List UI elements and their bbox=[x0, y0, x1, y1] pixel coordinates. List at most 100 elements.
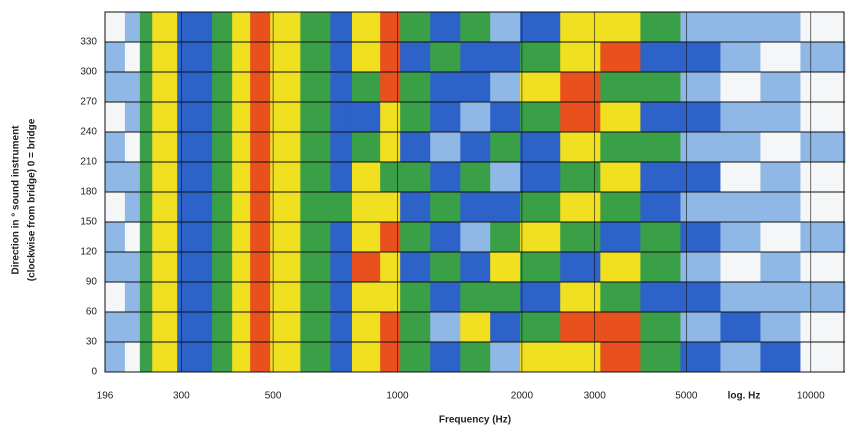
heat-cell bbox=[232, 12, 251, 43]
heat-cell bbox=[380, 42, 401, 73]
heat-cell bbox=[152, 252, 178, 283]
heat-cell bbox=[139, 42, 153, 73]
heat-cell bbox=[460, 42, 491, 73]
heat-cell bbox=[250, 282, 271, 313]
heat-cell bbox=[640, 12, 681, 43]
heat-cell bbox=[560, 252, 601, 283]
heat-cell bbox=[680, 282, 721, 313]
heat-cell bbox=[330, 132, 353, 163]
heat-cell bbox=[800, 102, 846, 133]
heat-cell bbox=[640, 342, 681, 373]
heat-cell bbox=[380, 312, 401, 343]
heat-cell bbox=[105, 192, 126, 223]
heat-cell bbox=[351, 72, 381, 103]
heat-cell bbox=[400, 222, 431, 253]
heat-cell bbox=[600, 222, 641, 253]
plot-frame bbox=[104, 11, 845, 373]
heat-cell bbox=[680, 42, 721, 73]
heat-cell bbox=[400, 72, 431, 103]
heat-cell bbox=[270, 12, 301, 43]
heat-cell bbox=[139, 192, 153, 223]
heat-cell bbox=[720, 12, 761, 43]
heat-cell bbox=[177, 162, 213, 193]
heat-cell bbox=[400, 312, 431, 343]
heat-cell bbox=[212, 12, 233, 43]
heat-cell bbox=[270, 252, 301, 283]
heat-cell bbox=[380, 162, 401, 193]
heat-cell bbox=[720, 132, 761, 163]
heat-cell bbox=[270, 312, 301, 343]
heat-cell bbox=[232, 282, 251, 313]
heat-cell bbox=[760, 252, 801, 283]
heat-cell bbox=[351, 342, 381, 373]
heat-cell bbox=[560, 282, 601, 313]
heat-cell bbox=[139, 102, 153, 133]
heat-cell bbox=[232, 192, 251, 223]
heat-cell bbox=[760, 222, 801, 253]
heat-cell bbox=[152, 162, 178, 193]
x-tick-label: 500 bbox=[265, 391, 282, 402]
heat-cell bbox=[520, 72, 561, 103]
heat-cell bbox=[640, 102, 681, 133]
heat-cell bbox=[600, 342, 641, 373]
heat-cell bbox=[460, 312, 491, 343]
heat-cell bbox=[520, 342, 561, 373]
y-axis-label: Direction in ° sound instrument bbox=[11, 125, 22, 275]
heat-cell bbox=[105, 342, 126, 373]
heat-cell bbox=[232, 162, 251, 193]
heat-cell bbox=[270, 162, 301, 193]
y-tick-label: 120 bbox=[80, 247, 97, 258]
heat-cell bbox=[351, 12, 381, 43]
heat-cell bbox=[124, 12, 141, 43]
heat-cell bbox=[380, 222, 401, 253]
heat-cell bbox=[139, 72, 153, 103]
heat-cell bbox=[300, 312, 331, 343]
heat-cell bbox=[152, 222, 178, 253]
heat-cell bbox=[460, 72, 491, 103]
heat-cell bbox=[490, 12, 521, 43]
heat-cell bbox=[680, 162, 721, 193]
heat-cell bbox=[560, 222, 601, 253]
heat-cell bbox=[800, 282, 846, 313]
heat-cell bbox=[124, 132, 141, 163]
heat-cell bbox=[720, 42, 761, 73]
heat-cell bbox=[330, 42, 353, 73]
heat-cell bbox=[177, 282, 213, 313]
heat-cell bbox=[430, 252, 461, 283]
heat-cell bbox=[300, 252, 331, 283]
heat-cell bbox=[720, 222, 761, 253]
heat-cell bbox=[351, 162, 381, 193]
heat-cell bbox=[300, 162, 331, 193]
heat-cell bbox=[430, 102, 461, 133]
heat-cell bbox=[520, 252, 561, 283]
heat-cell bbox=[460, 162, 491, 193]
y-tick-label: 330 bbox=[80, 37, 97, 48]
heat-cell bbox=[640, 192, 681, 223]
heat-cell bbox=[300, 342, 331, 373]
heat-cell bbox=[152, 42, 178, 73]
heat-cell bbox=[139, 312, 153, 343]
heat-cell bbox=[152, 132, 178, 163]
heat-cell bbox=[760, 192, 801, 223]
heat-cell bbox=[760, 42, 801, 73]
heat-cell bbox=[600, 162, 641, 193]
heat-cell bbox=[351, 282, 381, 313]
heat-cell bbox=[139, 282, 153, 313]
heat-cell bbox=[600, 192, 641, 223]
heat-cell bbox=[680, 252, 721, 283]
heat-cell bbox=[460, 342, 491, 373]
heat-cell bbox=[460, 192, 491, 223]
heat-cell bbox=[720, 162, 761, 193]
heat-cell bbox=[250, 42, 271, 73]
x-tick-label: 1000 bbox=[386, 391, 409, 402]
heat-cell bbox=[330, 72, 353, 103]
heat-cell bbox=[139, 162, 153, 193]
heat-cell bbox=[600, 312, 641, 343]
heat-cell bbox=[300, 102, 331, 133]
heat-cell bbox=[560, 162, 601, 193]
heat-cell bbox=[212, 162, 233, 193]
x-tick-label: 300 bbox=[173, 391, 190, 402]
heat-cell bbox=[800, 72, 846, 103]
heat-cell bbox=[330, 252, 353, 283]
heat-cell bbox=[139, 252, 153, 283]
